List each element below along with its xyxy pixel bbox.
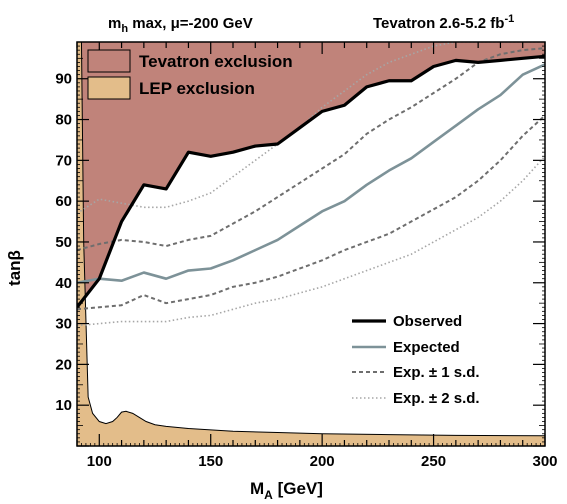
y-axis-label: tanβ <box>5 250 24 286</box>
y-tick-label: 10 <box>55 397 72 414</box>
x-axis-label: MA [GeV] <box>250 479 323 502</box>
y-tick-label: 50 <box>55 234 72 251</box>
y-tick-label: 40 <box>55 275 72 292</box>
y-tick-label: 20 <box>55 356 72 373</box>
x-tick-label: 200 <box>310 453 335 470</box>
legend-label-two_sd: Exp. ± 2 s.d. <box>393 390 480 407</box>
y-tick-label: 70 <box>55 152 72 169</box>
x-tick-label: 250 <box>421 453 446 470</box>
legend-label-one_sd: Exp. ± 1 s.d. <box>393 364 480 381</box>
y-tick-label: 60 <box>55 193 72 210</box>
plot-area: 100 150 200 250 300 10 20 30 40 50 60 70 80 90 Tevatro… <box>55 41 558 470</box>
series-line-expected <box>77 63 545 285</box>
legend-label-tevatron: Tevatron exclusion <box>139 52 293 71</box>
x-tick-label: 100 <box>87 453 112 470</box>
legend-swatch-lep <box>87 76 131 100</box>
chart-title-left: mh max, μ=-200 GeV <box>108 15 253 35</box>
series-line-observed <box>77 54 545 309</box>
y-tick-label: 90 <box>55 71 72 88</box>
legend-label-lep: LEP exclusion <box>139 79 255 98</box>
legend-label-expected: Expected <box>393 339 460 356</box>
y-tick-label: 80 <box>55 112 72 129</box>
legend-swatch-tevatron <box>87 49 131 73</box>
plot-frame <box>76 41 546 447</box>
y-tick-label: 30 <box>55 316 72 333</box>
x-tick-label: 150 <box>198 453 223 470</box>
lep-boundary-line <box>80 42 545 437</box>
chart-title-right: Tevatron 2.6-5.2 fb-1 <box>373 13 514 32</box>
tevatron-exclusion-region <box>77 42 545 308</box>
x-tick-label: 300 <box>532 453 557 470</box>
legend-label-observed: Observed <box>393 313 462 330</box>
series-line-exp-1-s-d <box>77 47 545 252</box>
plot-clipped <box>77 42 545 446</box>
